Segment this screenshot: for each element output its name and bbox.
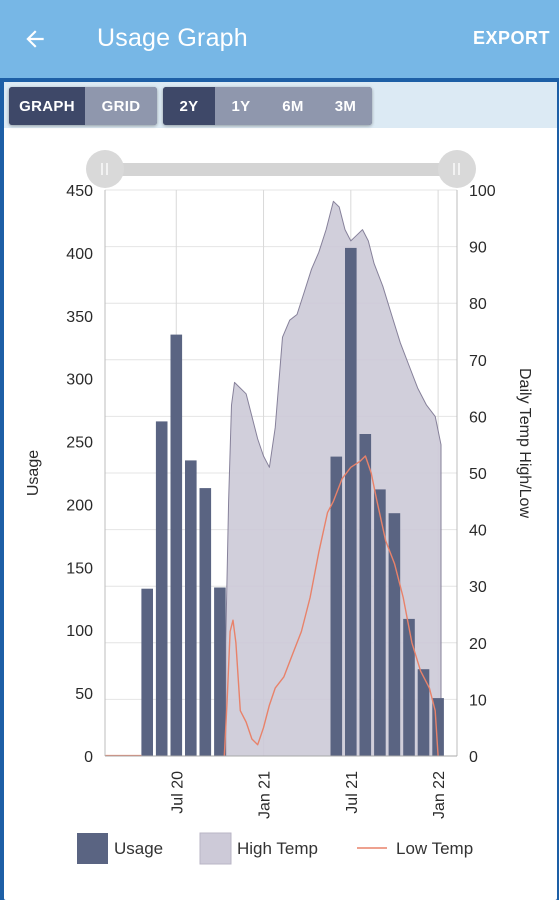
export-button[interactable]: EXPORT bbox=[472, 28, 550, 48]
usage-bar bbox=[330, 456, 343, 756]
range-1y[interactable]: 1Y bbox=[215, 87, 267, 125]
slider-track bbox=[104, 163, 456, 176]
x-tick-label: Jan 21 bbox=[257, 771, 274, 819]
y2-axis-title: Daily Temp High/Low bbox=[516, 368, 533, 518]
legend-label-low-temp: Low Temp bbox=[396, 839, 473, 858]
range-2y[interactable]: 2Y bbox=[163, 87, 215, 125]
usage-bar bbox=[141, 588, 153, 756]
y-tick-label: 150 bbox=[66, 560, 93, 577]
arrow-left-icon bbox=[26, 30, 44, 48]
y-tick-label: 250 bbox=[66, 435, 93, 452]
y2-tick-label: 40 bbox=[469, 523, 487, 540]
range-toggle: 2Y 1Y 6M 3M bbox=[163, 87, 372, 125]
range-3m[interactable]: 3M bbox=[319, 87, 372, 125]
usage-bar bbox=[359, 434, 372, 756]
y-tick-label: 200 bbox=[66, 497, 93, 514]
usage-bar bbox=[155, 421, 168, 756]
usage-bar bbox=[185, 460, 197, 756]
y-axis-title: Usage bbox=[25, 450, 42, 496]
legend-swatch-usage bbox=[77, 833, 108, 864]
usage-chart: 0 50 100 150 200 250 300 350 400 450 0 10 20 30 40 50 60… bbox=[25, 150, 533, 865]
slider-handle-left[interactable] bbox=[86, 150, 124, 188]
legend-swatch-high-temp bbox=[199, 832, 232, 865]
y-tick-label: 400 bbox=[66, 246, 93, 263]
y-tick-label: 300 bbox=[66, 372, 93, 389]
y2-tick-label: 10 bbox=[469, 692, 487, 709]
y2-tick-label: 50 bbox=[469, 466, 487, 483]
page-title: Usage Graph bbox=[97, 24, 248, 52]
y-tick-label: 350 bbox=[66, 309, 93, 326]
usage-bar bbox=[432, 698, 444, 756]
toggle-grid[interactable]: GRID bbox=[85, 87, 157, 125]
y2-tick-label: 70 bbox=[469, 353, 487, 370]
low-temp-line bbox=[223, 455, 439, 757]
usage-bar bbox=[388, 513, 401, 756]
usage-bar bbox=[214, 587, 226, 756]
y-tick-label: 50 bbox=[75, 686, 93, 703]
y2-tick-label: 80 bbox=[469, 296, 487, 313]
view-toggle: GRAPH GRID bbox=[9, 87, 157, 125]
legend-label-high-temp: High Temp bbox=[237, 839, 318, 858]
y-tick-label: 0 bbox=[84, 749, 93, 766]
y2-tick-label: 30 bbox=[469, 579, 487, 596]
y2-tick-label: 20 bbox=[469, 636, 487, 653]
range-slider[interactable] bbox=[86, 150, 476, 188]
legend-label-usage: Usage bbox=[114, 839, 163, 858]
usage-bar bbox=[374, 489, 386, 756]
y2-tick-label: 90 bbox=[469, 240, 487, 257]
x-tick-label: Jan 22 bbox=[431, 771, 448, 819]
graph-panel: GRAPH GRID 2Y 1Y 6M 3M 0 50 100 150 200 250 30… bbox=[4, 82, 557, 900]
app-bar: Usage Graph EXPORT bbox=[0, 0, 559, 78]
y2-tick-label: 60 bbox=[469, 409, 487, 426]
x-tick-label: Jul 21 bbox=[344, 771, 361, 814]
range-6m[interactable]: 6M bbox=[267, 87, 319, 125]
back-button[interactable] bbox=[18, 22, 52, 56]
y-tick-label: 450 bbox=[66, 183, 93, 200]
usage-bar bbox=[403, 618, 415, 756]
y2-tick-label: 0 bbox=[469, 749, 478, 766]
usage-bar bbox=[345, 247, 357, 756]
slider-handle-right[interactable] bbox=[438, 150, 476, 188]
y2-tick-label: 100 bbox=[469, 183, 496, 200]
usage-bar bbox=[417, 669, 430, 756]
toggle-graph[interactable]: GRAPH bbox=[9, 87, 85, 125]
usage-bar bbox=[170, 334, 183, 756]
x-tick-label: Jul 20 bbox=[169, 771, 186, 814]
y-tick-label: 100 bbox=[66, 623, 93, 640]
usage-bar bbox=[199, 488, 212, 756]
